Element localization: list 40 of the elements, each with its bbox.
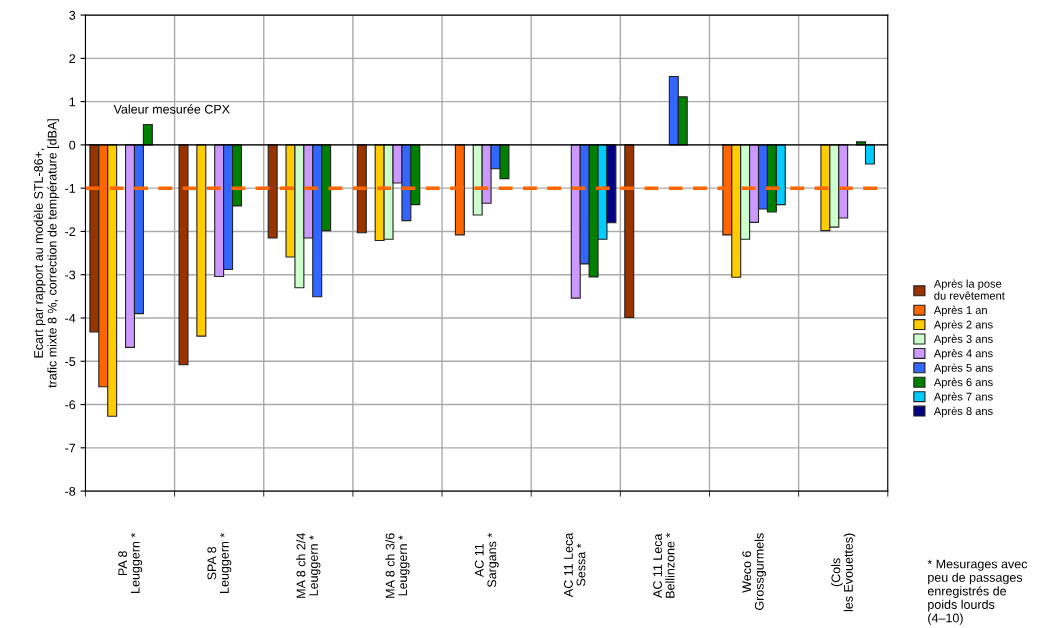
y-tick-label: 2 (69, 54, 76, 63)
bar (864, 144, 875, 165)
y-tick-label: 3 (69, 10, 76, 20)
x-tick-label: AC 11 Leca Sessa * (563, 532, 586, 598)
bar (267, 144, 278, 239)
text: * Mesurages avec peu de passages enregistrés de poids lourds (4–10) (927, 559, 1028, 625)
y-tick-label: -5 (65, 357, 76, 366)
legend-label: Après 2 ans (933, 320, 993, 331)
x-tick-label: (Cols les Evouettes) (831, 533, 856, 612)
legend-label: Après 4 ans (933, 349, 993, 360)
y-tick-label: -4 (65, 313, 76, 323)
y-tick-label: -1 (65, 184, 76, 193)
x-tick-label: MA 8 ch 3/6 Leuggern * (385, 533, 410, 598)
legend-label: Après 6 ans (933, 377, 993, 389)
y-tick-label: -3 (65, 270, 76, 280)
y-axis-title: Ecart par rapport au modèle STL-86+, trafic mixte 8 %, correction de température [dBA] (33, 119, 60, 388)
bar (142, 124, 153, 146)
annotation: Valeur mesurée CPX (113, 104, 230, 114)
y-tick-label: -7 (65, 443, 76, 453)
legend-label: Après 3 ans (933, 334, 993, 346)
legend-label: Après 1 an (933, 305, 987, 317)
legend-label: Après la pose du revêtement (933, 279, 1005, 300)
y-tick-label: 0 (69, 140, 76, 150)
legend-label: Après 7 ans (933, 392, 993, 403)
x-tick-label: Weco 6 Grossgurmels (742, 533, 767, 610)
x-tick-label: AC 11 Sargans * (474, 532, 499, 588)
x-tick-label: MA 8 ch 2/4 Leuggern * (296, 533, 321, 598)
bar (196, 144, 207, 337)
y-tick-label: -6 (65, 400, 76, 410)
y-tick-label: -8 (65, 486, 76, 496)
legend-label: Après 5 ans (933, 363, 993, 374)
y-tick-label: 1 (69, 97, 76, 107)
x-tick-label: PA 8 Leuggern * (118, 532, 143, 593)
bar (178, 144, 189, 366)
legend-label: Après 8 ans (933, 406, 993, 418)
x-tick-label: AC 11 Leca Bellinzone * (653, 532, 675, 598)
bar (624, 144, 635, 319)
bar (356, 144, 367, 234)
x-tick-label: SPA 8 Leuggern * (207, 532, 232, 593)
y-tick-label: -2 (65, 227, 76, 236)
